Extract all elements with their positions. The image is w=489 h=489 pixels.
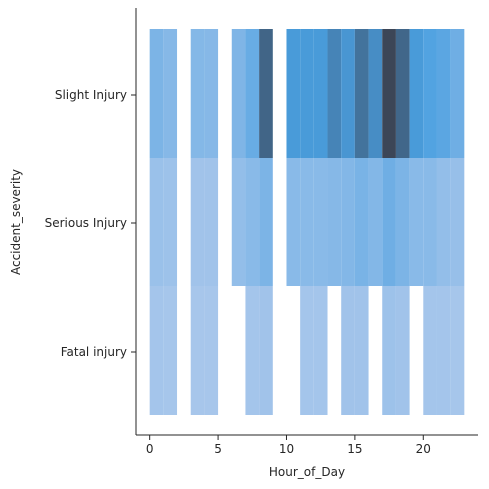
heatmap-cell [204, 286, 219, 415]
heatmap-cell [450, 29, 465, 158]
x-ticks: 0 5 10 15 20 [146, 435, 431, 456]
heatmap-cell [286, 158, 301, 286]
x-axis-label: Hour_of_Day [269, 465, 345, 479]
heatmap-cell [149, 158, 164, 286]
heatmap-cell [300, 158, 314, 286]
heatmap-cell [245, 158, 260, 286]
heatmap-cell [259, 286, 273, 415]
heatmap-cell [368, 29, 383, 158]
heatmap-cell [382, 158, 396, 286]
heatmap-cell [354, 286, 369, 415]
heatmap-cell [395, 29, 410, 158]
y-tick-label: Slight Injury [55, 88, 127, 102]
heatmap-cell [190, 29, 205, 158]
heatmap-cell [300, 29, 314, 158]
heatmap-cells [149, 29, 465, 415]
heatmap-cell [231, 158, 246, 286]
heatmap-cell [409, 29, 424, 158]
heatmap-cell [300, 286, 314, 415]
heatmap-cell [450, 158, 465, 286]
heatmap-cell [368, 158, 383, 286]
heatmap-cell [163, 158, 178, 286]
heatmap-cell [423, 29, 437, 158]
heatmap-cell [423, 158, 437, 286]
heatmap-cell [204, 29, 219, 158]
heatmap-cell [259, 29, 273, 158]
heatmap-cell [149, 29, 164, 158]
y-ticks: Fatal injury Serious Injury Slight Injury [45, 88, 136, 359]
heatmap-cell [245, 29, 260, 158]
y-tick-label: Fatal injury [61, 345, 127, 359]
x-tick-label: 15 [347, 442, 362, 456]
x-tick-label: 0 [146, 442, 154, 456]
x-tick-label: 20 [416, 442, 431, 456]
heatmap-cell [259, 158, 273, 286]
heatmap-cell [450, 286, 465, 415]
heatmap-cell [395, 286, 410, 415]
heatmap-cell [341, 29, 355, 158]
heatmap-cell [313, 29, 328, 158]
heatmap-cell [190, 286, 205, 415]
heatmap-cell [163, 286, 178, 415]
heatmap-cell [245, 286, 260, 415]
x-tick-label: 10 [279, 442, 294, 456]
heatmap-cell [286, 29, 301, 158]
axes [135, 8, 478, 436]
heatmap-cell [436, 286, 451, 415]
heatmap-cell [382, 29, 396, 158]
heatmap-cell [354, 158, 369, 286]
heatmap-cell [395, 158, 410, 286]
heatmap-cell [354, 29, 369, 158]
heatmap-cell [149, 286, 164, 415]
heatmap-cell [190, 158, 205, 286]
heatmap-cell [409, 158, 424, 286]
heatmap-cell [436, 29, 451, 158]
heatmap-cell [382, 286, 396, 415]
y-tick-label: Serious Injury [45, 216, 127, 230]
heatmap-cell [423, 286, 437, 415]
heatmap-cell [163, 29, 178, 158]
heatmap-cell [436, 158, 451, 286]
heatmap-cell [231, 29, 246, 158]
heatmap-cell [341, 158, 355, 286]
heatmap-cell [327, 29, 342, 158]
heatmap-cell [204, 158, 219, 286]
heatmap-cell [327, 158, 342, 286]
heatmap-cell [341, 286, 355, 415]
heatmap-cell [313, 158, 328, 286]
y-axis-label: Accident_severity [9, 169, 23, 275]
heatmap-cell [313, 286, 328, 415]
x-tick-label: 5 [214, 442, 222, 456]
